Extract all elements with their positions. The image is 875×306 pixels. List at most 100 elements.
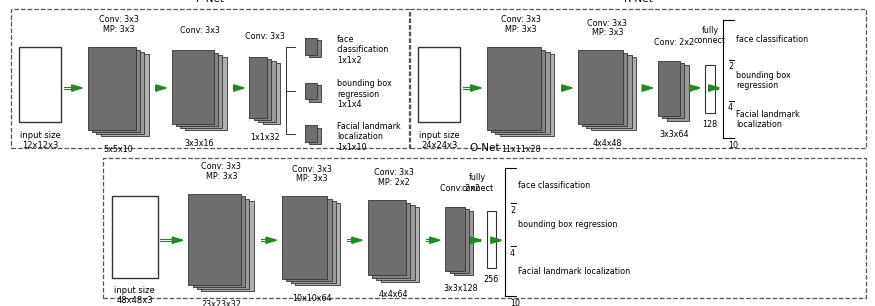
Bar [304, 38, 317, 55]
Text: 10x10x64: 10x10x64 [291, 294, 332, 303]
Bar [582, 53, 627, 126]
Bar [185, 57, 227, 130]
Polygon shape [156, 85, 166, 91]
Bar [10, 9, 409, 148]
Bar [491, 50, 545, 132]
Bar [254, 59, 271, 120]
Bar [487, 211, 496, 268]
Text: Conv: 3x3: Conv: 3x3 [245, 32, 285, 41]
Bar [487, 47, 541, 130]
Text: 4x4x64: 4x4x64 [379, 290, 409, 300]
Bar [201, 201, 254, 291]
Text: MP: 3x3: MP: 3x3 [206, 172, 237, 181]
Polygon shape [234, 85, 244, 91]
Text: input size
48x48x3: input size 48x48x3 [115, 285, 155, 305]
Text: face
classification
1x1x2: face classification 1x1x2 [337, 35, 389, 65]
Bar [450, 209, 469, 273]
Bar [258, 61, 276, 122]
Bar [101, 54, 149, 136]
Text: 3x3x64: 3x3x64 [660, 129, 689, 139]
Bar [495, 52, 550, 134]
Polygon shape [562, 85, 572, 91]
Text: MP: 3x3: MP: 3x3 [103, 25, 135, 34]
Bar [192, 196, 245, 287]
Bar [103, 158, 866, 298]
Text: O-Net: O-Net [470, 143, 500, 153]
Text: MP: 3x3: MP: 3x3 [505, 25, 536, 34]
Bar [705, 65, 715, 113]
Text: R-Net: R-Net [624, 0, 652, 4]
Text: Conv: 3x3: Conv: 3x3 [587, 19, 627, 28]
Polygon shape [172, 237, 183, 243]
Text: 256: 256 [484, 275, 499, 285]
Bar [381, 207, 419, 282]
Bar [262, 63, 280, 124]
Text: 5x5x10: 5x5x10 [104, 145, 134, 154]
Bar [197, 199, 249, 289]
Text: Facial landmark
localization: Facial landmark localization [736, 110, 800, 129]
Text: 2: 2 [510, 206, 515, 215]
Text: Conv: 3x3: Conv: 3x3 [99, 16, 138, 24]
Text: 3x3x128: 3x3x128 [443, 284, 478, 293]
Polygon shape [491, 237, 501, 243]
Bar [112, 196, 158, 278]
Bar [445, 207, 465, 271]
Text: Conv: 3x3: Conv: 3x3 [179, 26, 220, 35]
Bar [410, 9, 866, 148]
Text: Facial landmark localization: Facial landmark localization [518, 267, 630, 276]
Text: fully
connect: fully connect [462, 174, 493, 193]
Text: 11x11x28: 11x11x28 [500, 145, 541, 154]
Bar [295, 203, 340, 285]
Text: Conv: 3x3: Conv: 3x3 [291, 165, 332, 174]
Bar [88, 47, 136, 130]
Bar [282, 196, 327, 279]
Text: Conv: 3x3: Conv: 3x3 [500, 16, 541, 24]
Polygon shape [266, 237, 276, 243]
Text: 128: 128 [703, 120, 717, 129]
Bar [180, 55, 222, 128]
Text: Conv: 2x2: Conv: 2x2 [440, 184, 480, 193]
Text: Conv: 3x3: Conv: 3x3 [374, 169, 414, 177]
Polygon shape [642, 85, 653, 91]
Bar [586, 55, 632, 128]
Text: input size
24x24x3: input size 24x24x3 [419, 131, 459, 151]
Bar [304, 83, 317, 99]
Polygon shape [471, 85, 481, 91]
Polygon shape [352, 237, 362, 243]
Text: 23x23x32: 23x23x32 [201, 300, 242, 306]
Bar [309, 128, 321, 144]
Bar [454, 211, 473, 275]
Text: Conv: 2x2: Conv: 2x2 [654, 39, 694, 47]
Bar [172, 50, 214, 124]
Bar [372, 203, 410, 278]
Bar [667, 65, 689, 121]
Bar [309, 85, 321, 102]
Bar [286, 199, 332, 281]
Text: MP: 3x3: MP: 3x3 [592, 28, 623, 37]
Text: 2: 2 [728, 62, 733, 71]
Bar [188, 194, 241, 285]
Text: 1x1x32: 1x1x32 [250, 133, 280, 142]
Bar [662, 63, 684, 118]
Text: 10: 10 [728, 141, 738, 150]
Text: 4x4x48: 4x4x48 [592, 139, 622, 148]
Bar [591, 57, 636, 130]
Text: bounding box
regression: bounding box regression [736, 71, 791, 90]
Polygon shape [430, 237, 440, 243]
Text: bounding box
regression
1x1x4: bounding box regression 1x1x4 [337, 79, 392, 109]
Polygon shape [72, 85, 82, 91]
Text: face classification: face classification [736, 35, 808, 44]
Text: face classification: face classification [518, 181, 590, 190]
Text: bounding box regression: bounding box regression [518, 220, 618, 230]
Text: 4: 4 [510, 249, 515, 258]
Bar [500, 54, 554, 136]
Bar [96, 52, 144, 134]
Bar [376, 205, 415, 280]
Text: input size
12x12x3: input size 12x12x3 [20, 131, 60, 151]
Bar [368, 200, 406, 275]
Text: 4: 4 [728, 103, 733, 112]
Text: MP: 3x3: MP: 3x3 [296, 174, 327, 183]
Bar [578, 50, 623, 124]
Bar [19, 47, 61, 122]
Text: 3x3x16: 3x3x16 [185, 139, 214, 148]
